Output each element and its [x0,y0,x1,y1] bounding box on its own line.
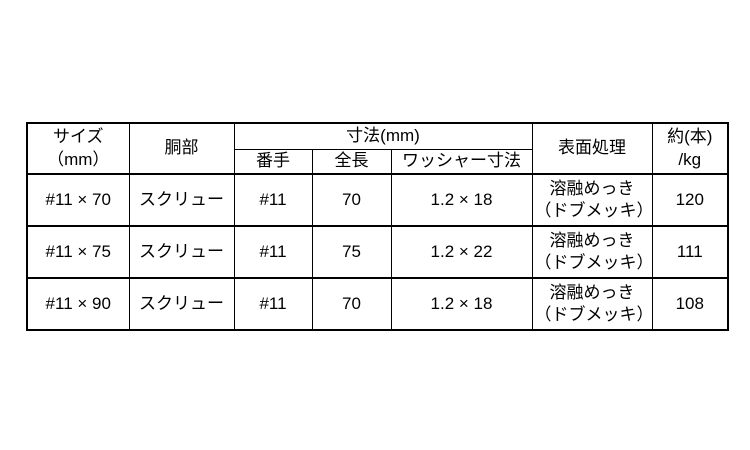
cell-size: #11 × 75 [26,225,130,279]
column-header-size: サイズ （mm） [26,122,130,175]
cell-washer: 1.2 × 18 [390,173,533,227]
cell-body: スクリュー [128,173,235,227]
cell-approx: 111 [651,225,729,279]
column-header-gauge: 番手 [233,148,313,175]
cell-body: スクリュー [128,225,235,279]
cell-size: #11 × 90 [26,277,130,331]
table-row: #11 × 70 スクリュー #11 70 1.2 × 18 溶融めっき （ドブ… [26,173,729,227]
cell-finish: 溶融めっき （ドブメッキ） [531,225,654,279]
column-header-surface-finish: 表面処理 [531,122,653,175]
column-header-approx-per-kg: 約(本) /kg [651,122,729,175]
cell-body: スクリュー [128,277,235,331]
cell-finish: 溶融めっき （ドブメッキ） [531,173,654,227]
table-row: #11 × 75 スクリュー #11 75 1.2 × 22 溶融めっき （ドブ… [26,225,729,279]
cell-gauge: #11 [233,173,313,227]
cell-gauge: #11 [233,225,313,279]
cell-approx: 120 [651,173,729,227]
cell-gauge: #11 [233,277,313,331]
cell-approx: 108 [651,277,729,331]
column-header-washer: ワッシャー寸法 [390,148,533,175]
cell-length: 70 [311,173,392,227]
header-row-2: 番手 全長 ワッシャー寸法 [27,148,728,175]
cell-length: 75 [311,225,392,279]
cell-finish: 溶融めっき （ドブメッキ） [531,277,654,331]
column-header-dimensions-group: 寸法(mm) [233,122,533,150]
header-row-1: サイズ （mm） 胴部 寸法(mm) 表面処理 約(本) /kg [26,122,729,175]
cell-washer: 1.2 × 18 [390,277,533,331]
cell-size: #11 × 70 [26,173,130,227]
screw-spec-table: サイズ （mm） 胴部 寸法(mm) 表面処理 約(本) /kg 番手 全長 ワ… [26,122,729,331]
cell-washer: 1.2 × 22 [390,225,533,279]
table-row: #11 × 90 スクリュー #11 70 1.2 × 18 溶融めっき （ドブ… [26,277,729,331]
column-header-length: 全長 [311,148,392,175]
cell-length: 70 [311,277,392,331]
column-header-body: 胴部 [128,122,235,175]
